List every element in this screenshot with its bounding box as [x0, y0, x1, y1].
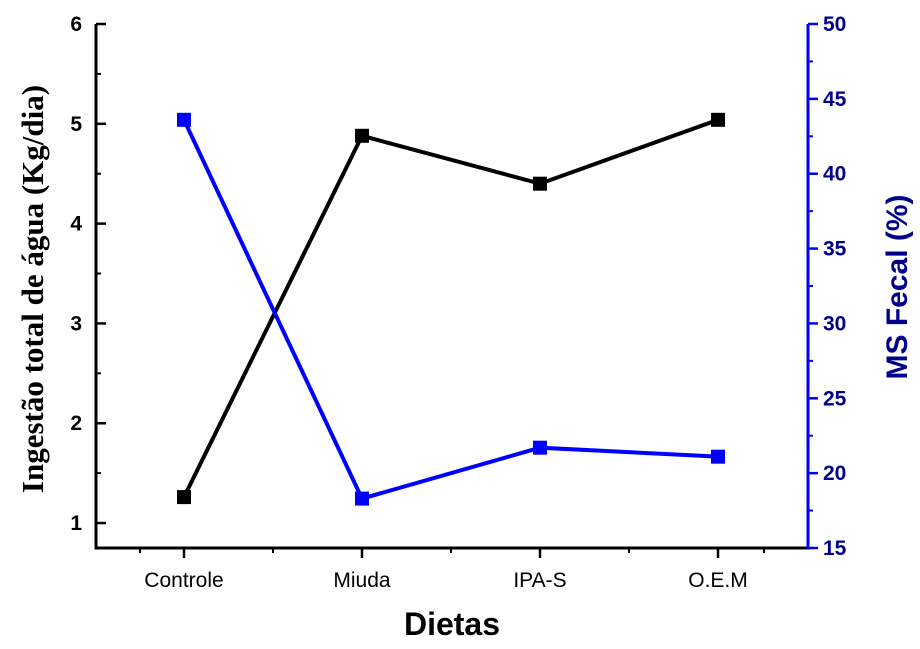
right-y-tick-label: 25 — [823, 387, 847, 410]
left-y-tick-label: 3 — [70, 312, 82, 335]
x-tick-label: Controle — [144, 569, 223, 592]
series-layer — [177, 112, 725, 506]
right-y-tick-label: 30 — [823, 312, 846, 335]
right-y-axis-title: MS Fecal (%) — [881, 194, 914, 379]
right-y-tick-label: 15 — [823, 537, 847, 560]
series-left-marker — [711, 112, 725, 127]
series-left-line — [182, 117, 719, 498]
x-tick-label: IPA-S — [513, 569, 566, 592]
left-y-tick-label: 4 — [70, 213, 82, 236]
x-axis-title: Dietas — [404, 606, 500, 642]
right-y-tick-label: 35 — [823, 238, 847, 261]
series-right-marker — [533, 440, 547, 455]
right-y-tick-label: 45 — [823, 88, 847, 111]
series-left-marker — [177, 490, 191, 505]
left-y-tick-label: 1 — [70, 512, 82, 535]
left-y-axis-title: Ingestão total de água (Kg/dia) — [15, 85, 50, 493]
right-y-tick-label: 20 — [823, 462, 846, 485]
series-right-marker — [177, 112, 191, 127]
left-y-tick-label: 2 — [70, 412, 82, 435]
series-right-line — [182, 118, 719, 501]
series-left-marker — [533, 176, 547, 191]
x-tick-label: Miuda — [333, 569, 391, 592]
right-y-tick-label: 50 — [823, 13, 846, 36]
left-y-tick-label: 5 — [70, 113, 82, 136]
labels-layer: Ingestão total de água (Kg/dia) MS Fecal… — [15, 85, 914, 642]
right-y-tick-label: 40 — [823, 163, 846, 186]
x-tick-label: O.E.M — [688, 569, 748, 592]
left-y-tick-label: 6 — [70, 13, 82, 36]
series-left-marker — [355, 128, 369, 143]
series-right-marker — [711, 449, 725, 464]
series-right-marker — [355, 491, 369, 506]
